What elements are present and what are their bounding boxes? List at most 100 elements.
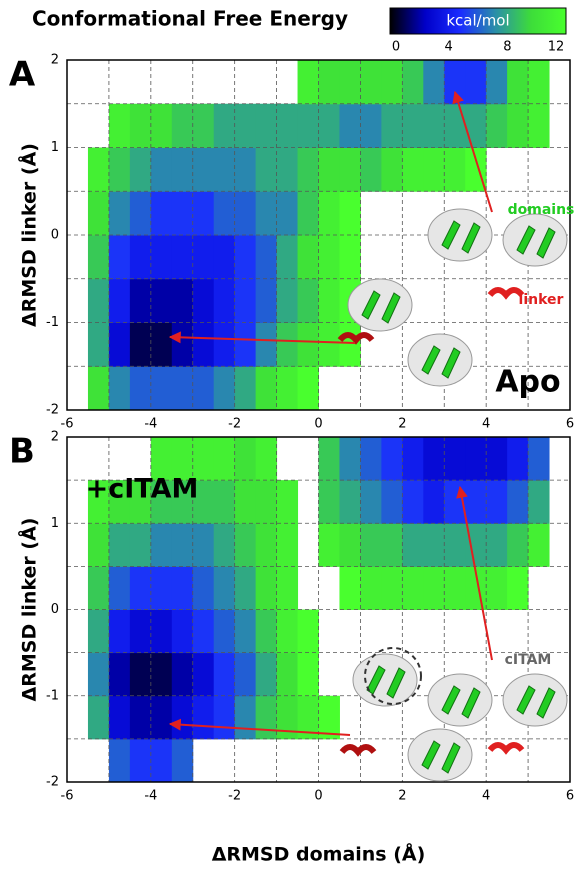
beta-strand [421, 345, 461, 379]
heatmap-cell [192, 695, 215, 740]
heatmap-cell [402, 566, 424, 610]
heatmap-cell [234, 609, 257, 654]
panel-letter: A [9, 55, 36, 95]
x-tick-label: -4 [144, 417, 157, 432]
colorbar-tick-label: 0 [392, 40, 400, 55]
heatmap-cell [192, 652, 215, 697]
x-tick-label: 4 [482, 417, 490, 432]
heatmap-cell [318, 523, 340, 567]
heatmap-cell [423, 566, 445, 610]
plot-frame [66, 436, 571, 783]
heatmap-cell [129, 652, 152, 697]
heatmap-cell [318, 322, 340, 367]
protein-sketch [352, 653, 418, 707]
heatmap-cell [87, 480, 110, 524]
heatmap-cell [444, 60, 466, 105]
heatmap-cell [276, 103, 299, 148]
heatmap-cell [192, 278, 215, 323]
heatmap-cell [129, 191, 152, 236]
y-tick-label: 0 [51, 228, 59, 243]
y-tick-label: 2 [51, 53, 59, 68]
protein-sketch [427, 673, 493, 727]
heatmap-cell [150, 366, 173, 411]
heatmap-cell [192, 566, 215, 610]
heatmap-cell [528, 437, 550, 481]
x-tick-label: 4 [482, 789, 490, 804]
heatmap-cell [381, 480, 403, 524]
plot-frame [66, 59, 571, 411]
heatmap-cell [297, 322, 319, 367]
heatmap-cell [297, 147, 319, 192]
heatmap-cell [108, 235, 131, 280]
heatmap-cell [528, 480, 550, 524]
heatmap-cell [528, 523, 550, 567]
heatmap-cell [171, 738, 194, 783]
annotation: linker [519, 292, 564, 308]
heatmap-cell [192, 523, 215, 567]
arrow [452, 90, 493, 213]
beta-strand [361, 290, 401, 324]
heatmap-cell [87, 566, 110, 610]
heatmap-cell [87, 695, 110, 740]
colorbar-tick-label: 4 [445, 40, 453, 55]
heatmap-cell [171, 191, 194, 236]
heatmap-cell [507, 566, 529, 610]
heatmap-cell [213, 695, 236, 740]
heatmap-cell [297, 235, 319, 280]
heatmap-cell [276, 235, 299, 280]
heatmap-cell [171, 695, 194, 740]
heatmap-cell [297, 609, 319, 654]
colorbar-title: Conformational Free Energy [32, 7, 348, 31]
heatmap-cell [297, 652, 319, 697]
heatmap-cell [255, 652, 278, 697]
heatmap-cell [297, 191, 319, 236]
heatmap-cell [318, 695, 340, 740]
heatmap-cell [234, 322, 257, 367]
x-tick-label: 6 [566, 789, 574, 804]
heatmap-cell [129, 566, 152, 610]
heatmap-cell [297, 278, 319, 323]
heatmap-cell [381, 60, 403, 105]
heatmap-cell [171, 366, 194, 411]
heatmap-cell [528, 103, 550, 148]
protein-sketch [427, 208, 493, 262]
heatmap-cell [318, 437, 340, 481]
heatmap-cell [213, 147, 236, 192]
heatmap-cell [87, 147, 110, 192]
heatmap-cell [507, 103, 529, 148]
x-tick-label: -2 [228, 789, 241, 804]
heatmap-cell [234, 366, 257, 411]
heatmap-cell [360, 566, 382, 610]
heatmap-cell [213, 609, 236, 654]
heatmap-cell [465, 437, 487, 481]
heatmap-cell [507, 437, 529, 481]
heatmap-cell [528, 60, 550, 105]
heatmap-cell [213, 366, 236, 411]
heatmap-cell [318, 60, 340, 105]
heatmap-cell [129, 695, 152, 740]
heatmap-cell [171, 278, 194, 323]
heatmap-cell [318, 278, 340, 323]
heatmap-cell [339, 322, 361, 367]
heatmap-cell [360, 523, 382, 567]
heatmap-cell [192, 191, 215, 236]
heatmap-cell [402, 480, 424, 524]
heatmap-cell [339, 437, 361, 481]
heatmap-cell [402, 523, 424, 567]
heatmap-cell [234, 566, 257, 610]
helix [337, 332, 375, 345]
heatmap-cell [444, 147, 466, 192]
x-tick-label: 2 [398, 417, 406, 432]
heatmap-cell [255, 366, 278, 411]
heatmap-cell [465, 60, 487, 105]
heatmap-cell [108, 191, 131, 236]
heatmap-cell [87, 235, 110, 280]
heatmap-cell [213, 652, 236, 697]
heatmap-cell [360, 103, 382, 148]
heatmap-cell [297, 60, 319, 105]
heatmap-cell [129, 322, 152, 367]
heatmap-cell [486, 523, 508, 567]
x-tick-label: 0 [314, 789, 322, 804]
heatmap-cell [192, 366, 215, 411]
heatmap-cell [486, 103, 508, 148]
